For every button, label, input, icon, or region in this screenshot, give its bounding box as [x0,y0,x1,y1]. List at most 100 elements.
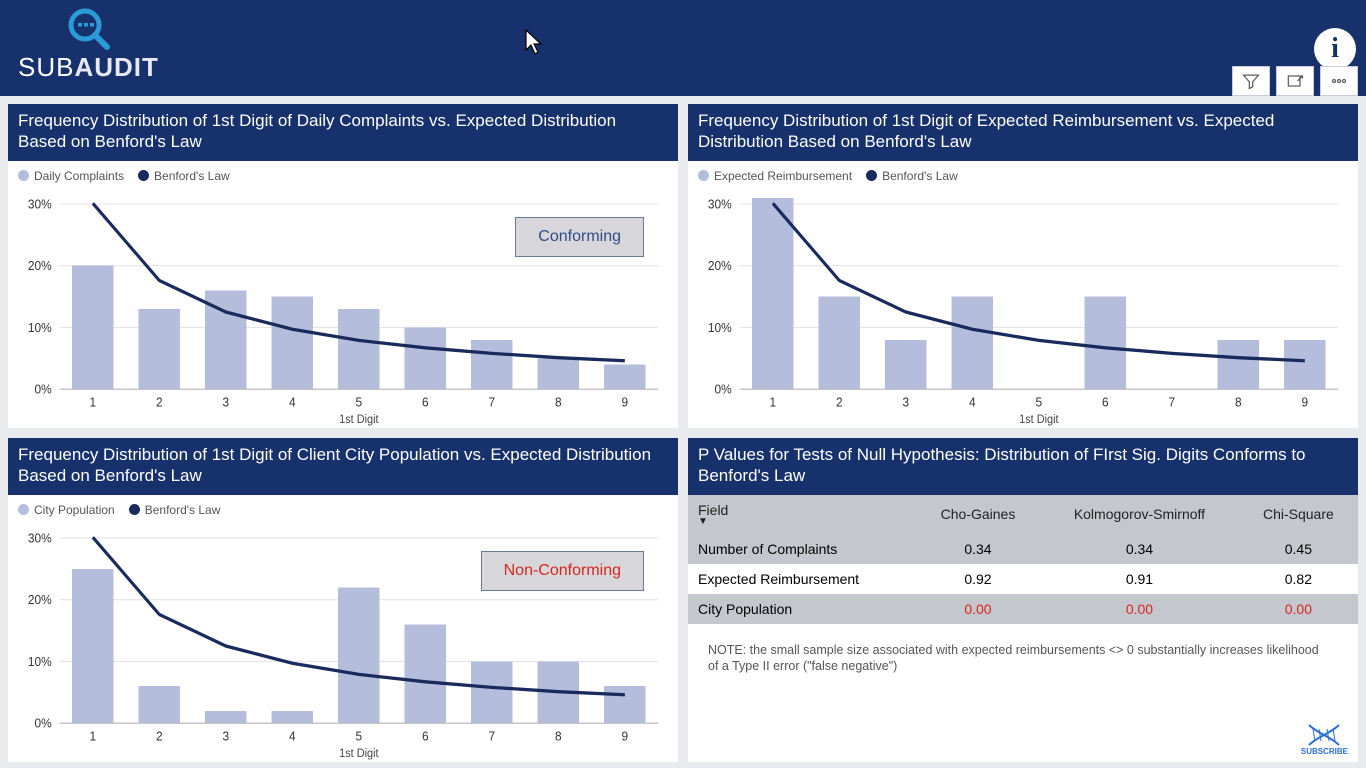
cell-ks: 0.91 [1040,564,1239,594]
svg-text:8: 8 [555,729,562,744]
col-field[interactable]: Field▼ [688,495,916,534]
svg-text:2: 2 [156,729,163,744]
svg-text:4: 4 [289,729,296,744]
table-row[interactable]: Number of Complaints0.340.340.45 [688,534,1358,564]
svg-text:20%: 20% [708,258,732,273]
svg-text:1st Digit: 1st Digit [339,747,379,760]
svg-text:9: 9 [1302,395,1309,410]
col-ks[interactable]: Kolmogorov-Smirnoff [1040,495,1239,534]
cell-field: City Population [688,594,916,624]
panel-reimbursement[interactable]: Frequency Distribution of 1st Digit of E… [688,104,1358,428]
legend-swatch-bars [698,170,709,181]
svg-text:30%: 30% [708,196,732,211]
svg-text:5: 5 [356,729,363,744]
dna-icon [1307,723,1341,747]
chart-legend: City Population Benford's Law [16,499,670,519]
svg-text:4: 4 [969,395,976,410]
svg-text:5: 5 [1036,395,1043,410]
panel-title: Frequency Distribution of 1st Digit of C… [8,438,678,495]
chart-legend: Expected Reimbursement Benford's Law [696,165,1350,185]
brand-logo: SUBAUDIT [18,6,159,83]
panel-title: P Values for Tests of Null Hypothesis: D… [688,438,1358,495]
table-row[interactable]: Expected Reimbursement0.920.910.82 [688,564,1358,594]
panel-pvalues[interactable]: P Values for Tests of Null Hypothesis: D… [688,438,1358,762]
table-row[interactable]: City Population0.000.000.00 [688,594,1358,624]
svg-text:1: 1 [770,395,777,410]
magnifier-icon [65,6,111,52]
panel-title: Frequency Distribution of 1st Digit of D… [8,104,678,161]
subscribe-label: SUBSCRIBE [1301,747,1348,756]
svg-text:9: 9 [622,729,629,744]
svg-text:10%: 10% [708,320,732,335]
svg-text:1st Digit: 1st Digit [339,413,379,426]
svg-text:7: 7 [489,395,496,410]
chart-legend: Daily Complaints Benford's Law [16,165,670,185]
legend-label-line: Benford's Law [882,169,958,183]
legend-label-bars: City Population [34,503,115,517]
popout-icon [1285,71,1305,91]
legend-label-bars: Expected Reimbursement [714,169,852,183]
panel-complaints[interactable]: Frequency Distribution of 1st Digit of D… [8,104,678,428]
legend-swatch-line [138,170,149,181]
svg-text:0%: 0% [714,382,731,397]
svg-text:1: 1 [90,395,97,410]
cell-chi: 0.45 [1239,534,1358,564]
svg-text:8: 8 [555,395,562,410]
svg-text:4: 4 [289,395,296,410]
cell-chi: 0.00 [1239,594,1358,624]
cell-field: Number of Complaints [688,534,916,564]
focus-mode-button[interactable] [1276,66,1314,96]
funnel-icon [1241,71,1261,91]
svg-text:1: 1 [90,729,97,744]
subscribe-badge[interactable]: SUBSCRIBE [1301,723,1348,756]
legend-swatch-bars [18,504,29,515]
cell-cho: 0.00 [916,594,1040,624]
cell-field: Expected Reimbursement [688,564,916,594]
svg-text:3: 3 [223,395,230,410]
svg-text:6: 6 [422,729,429,744]
dashboard-grid: Frequency Distribution of 1st Digit of D… [0,96,1366,768]
sort-desc-icon: ▼ [698,516,906,527]
svg-text:7: 7 [1169,395,1176,410]
more-options-button[interactable] [1320,66,1358,96]
legend-label-bars: Daily Complaints [34,169,124,183]
chart-area: 0% 10% 20% 30% 1 2 3 4 5 6 7 8 9 1st Digit [16,185,670,427]
svg-text:6: 6 [1102,395,1109,410]
col-cho[interactable]: Cho-Gaines [916,495,1040,534]
filter-button[interactable] [1232,66,1270,96]
svg-text:5: 5 [356,395,363,410]
svg-text:10%: 10% [28,654,52,669]
brand-audit: AUDIT [74,52,158,82]
svg-text:2: 2 [836,395,843,410]
svg-text:30%: 30% [28,530,52,545]
svg-text:20%: 20% [28,258,52,273]
legend-swatch-line [866,170,877,181]
cell-ks: 0.00 [1040,594,1239,624]
cell-cho: 0.34 [916,534,1040,564]
svg-text:0%: 0% [34,716,51,731]
panel-population[interactable]: Frequency Distribution of 1st Digit of C… [8,438,678,762]
svg-text:9: 9 [622,395,629,410]
cell-chi: 0.82 [1239,564,1358,594]
legend-swatch-line [129,504,140,515]
svg-text:0%: 0% [34,382,51,397]
report-toolbar [1232,66,1358,96]
svg-text:30%: 30% [28,196,52,211]
svg-text:7: 7 [489,729,496,744]
svg-text:6: 6 [422,395,429,410]
selection-handle[interactable] [688,104,699,115]
footnote: NOTE: the small sample size associated w… [688,624,1358,676]
panel-title: Frequency Distribution of 1st Digit of E… [688,104,1358,161]
selection-handle[interactable] [1347,104,1358,115]
svg-text:20%: 20% [28,592,52,607]
brand-text: SUBAUDIT [18,52,159,83]
info-icon[interactable]: i [1314,28,1356,70]
col-chi[interactable]: Chi-Square [1239,495,1358,534]
chart-area: 0% 10% 20% 30% 1 2 3 4 5 6 7 8 9 1st Digit [16,519,670,761]
pvalues-table: Field▼ Cho-Gaines Kolmogorov-Smirnoff Ch… [688,495,1358,624]
svg-text:2: 2 [156,395,163,410]
svg-text:3: 3 [223,729,230,744]
svg-text:1st Digit: 1st Digit [1019,413,1059,426]
cell-cho: 0.92 [916,564,1040,594]
svg-text:10%: 10% [28,320,52,335]
